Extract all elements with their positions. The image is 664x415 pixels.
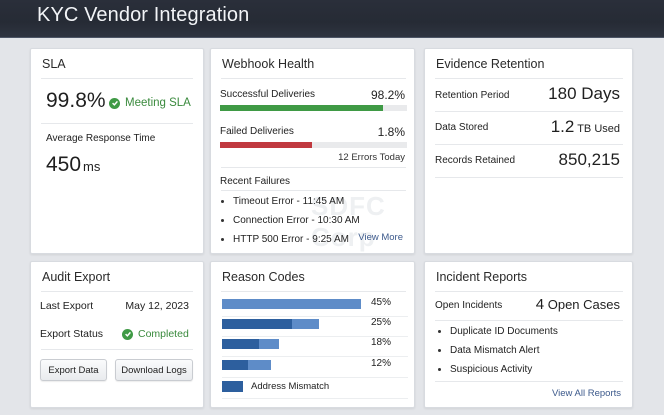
reason-pct: 25% bbox=[371, 317, 392, 328]
divider bbox=[221, 291, 406, 292]
card-title: SLA bbox=[42, 57, 66, 71]
check-circle-icon bbox=[122, 328, 133, 340]
reason-bar-row: 12% bbox=[222, 356, 408, 376]
reason-codes-card: Reason Codes 45% 25% 18% 12% Address Mis… bbox=[210, 261, 415, 408]
last-export-label: Last Export bbox=[40, 300, 94, 312]
export-status-text: Completed bbox=[138, 328, 189, 340]
reason-bar bbox=[222, 299, 361, 309]
divider bbox=[435, 320, 623, 321]
divider bbox=[222, 377, 408, 378]
divider bbox=[221, 78, 406, 79]
divider bbox=[435, 291, 623, 292]
reason-bar-row: 25% bbox=[222, 315, 408, 335]
app-header: KYC Vendor Integration bbox=[0, 0, 664, 38]
success-progress-fill bbox=[220, 105, 383, 111]
recent-failures-list: Timeout Error - 11:45 AM Connection Erro… bbox=[220, 192, 405, 249]
evidence-retention-card: Evidence Retention Retention Period 180 … bbox=[424, 48, 633, 254]
page-title: KYC Vendor Integration bbox=[37, 4, 250, 26]
divider bbox=[41, 123, 193, 124]
list-item[interactable]: Suspicious Activity bbox=[437, 360, 623, 379]
last-export-value: May 12, 2023 bbox=[125, 300, 189, 312]
retention-period-label: Retention Period bbox=[435, 90, 510, 101]
response-time-value: 450 ms bbox=[46, 153, 100, 177]
divider bbox=[222, 316, 408, 317]
incident-reports-card: Incident Reports Open Incidents 4 Open C… bbox=[424, 261, 633, 408]
divider bbox=[41, 349, 193, 350]
list-item: Timeout Error - 11:45 AM bbox=[220, 192, 405, 211]
divider bbox=[222, 398, 408, 399]
response-time-label: Average Response Time bbox=[46, 133, 156, 144]
divider bbox=[41, 291, 193, 292]
failed-value: 1.8% bbox=[377, 125, 405, 139]
card-title: Evidence Retention bbox=[436, 57, 545, 71]
reason-bar-row: 18% bbox=[222, 335, 408, 355]
sla-status-text: Meeting SLA bbox=[125, 97, 191, 109]
response-time-unit: ms bbox=[83, 159, 101, 174]
recent-failures-title: Recent Failures bbox=[220, 176, 291, 187]
data-stored-unit: TB Used bbox=[574, 123, 620, 135]
open-count: 4 bbox=[535, 296, 545, 313]
incident-list: Duplicate ID Documents Data Mismatch Ale… bbox=[437, 322, 623, 379]
data-stored-value: 1.2 TB Used bbox=[551, 117, 620, 137]
reason-bar bbox=[222, 339, 279, 349]
errors-today: 12 Errors Today bbox=[338, 152, 405, 163]
retention-period-number: 180 Days bbox=[548, 84, 620, 103]
card-title: Audit Export bbox=[42, 270, 111, 284]
sla-value: 99.8% bbox=[46, 89, 106, 112]
records-retained-label: Records Retained bbox=[435, 155, 516, 166]
data-stored-number: 1.2 bbox=[550, 117, 575, 136]
reason-bar bbox=[222, 360, 271, 370]
sla-card: SLA 99.8% Meeting SLA Average Response T… bbox=[30, 48, 204, 254]
records-retained-value: 850,215 bbox=[559, 150, 620, 170]
divider bbox=[435, 381, 623, 382]
failed-progress-bar bbox=[220, 142, 407, 148]
failed-label: Failed Deliveries bbox=[220, 126, 294, 137]
divider bbox=[435, 78, 623, 79]
check-circle-icon bbox=[109, 97, 120, 109]
success-progress-bar bbox=[220, 105, 407, 111]
export-status-badge: Completed bbox=[122, 328, 189, 340]
reason-pct: 18% bbox=[371, 337, 392, 348]
divider bbox=[221, 190, 406, 191]
card-title: Webhook Health bbox=[222, 57, 315, 71]
success-value: 98.2% bbox=[370, 88, 405, 102]
open-suffix: Open Cases bbox=[544, 297, 620, 312]
open-incidents-label: Open Incidents bbox=[435, 300, 503, 311]
open-incidents-value: 4 Open Cases bbox=[536, 296, 620, 313]
reason-pct: 45% bbox=[371, 297, 392, 308]
divider bbox=[41, 78, 193, 79]
divider bbox=[222, 356, 408, 357]
list-item[interactable]: Data Mismatch Alert bbox=[437, 341, 623, 360]
divider bbox=[435, 177, 623, 178]
list-item: Connection Error - 10:30 AM bbox=[220, 211, 405, 230]
card-title: Incident Reports bbox=[436, 270, 528, 284]
legend-label: Address Mismatch bbox=[251, 381, 330, 392]
data-stored-label: Data Stored bbox=[435, 122, 489, 133]
success-label: Successful Deliveries bbox=[220, 89, 316, 100]
failed-progress-fill bbox=[220, 142, 312, 148]
export-data-button[interactable]: Export Data bbox=[40, 359, 107, 381]
divider bbox=[435, 111, 623, 112]
divider bbox=[435, 144, 623, 145]
list-item: HTTP 500 Error - 9:25 AM bbox=[220, 230, 405, 249]
view-all-reports-link[interactable]: View All Reports bbox=[552, 388, 621, 399]
divider bbox=[221, 167, 406, 168]
reason-bar bbox=[222, 319, 319, 329]
sla-status-badge: Meeting SLA bbox=[109, 97, 191, 109]
webhook-health-card: SDFC Corp Webhook Health Successful Deli… bbox=[210, 48, 415, 254]
records-retained-number: 850,215 bbox=[558, 150, 620, 169]
export-status-label: Export Status bbox=[40, 328, 104, 340]
response-time-number: 450 bbox=[46, 153, 82, 176]
download-logs-button[interactable]: Download Logs bbox=[115, 359, 193, 381]
divider bbox=[222, 336, 408, 337]
list-item[interactable]: Duplicate ID Documents bbox=[437, 322, 623, 341]
reason-pct: 12% bbox=[371, 358, 392, 369]
retention-period-value: 180 Days bbox=[548, 84, 620, 104]
reason-bar-row: 45% bbox=[222, 295, 408, 315]
card-title: Reason Codes bbox=[222, 270, 305, 284]
view-more-link[interactable]: View More bbox=[358, 232, 403, 243]
legend-swatch bbox=[222, 381, 243, 392]
audit-export-card: Audit Export Last Export May 12, 2023 Ex… bbox=[30, 261, 204, 408]
